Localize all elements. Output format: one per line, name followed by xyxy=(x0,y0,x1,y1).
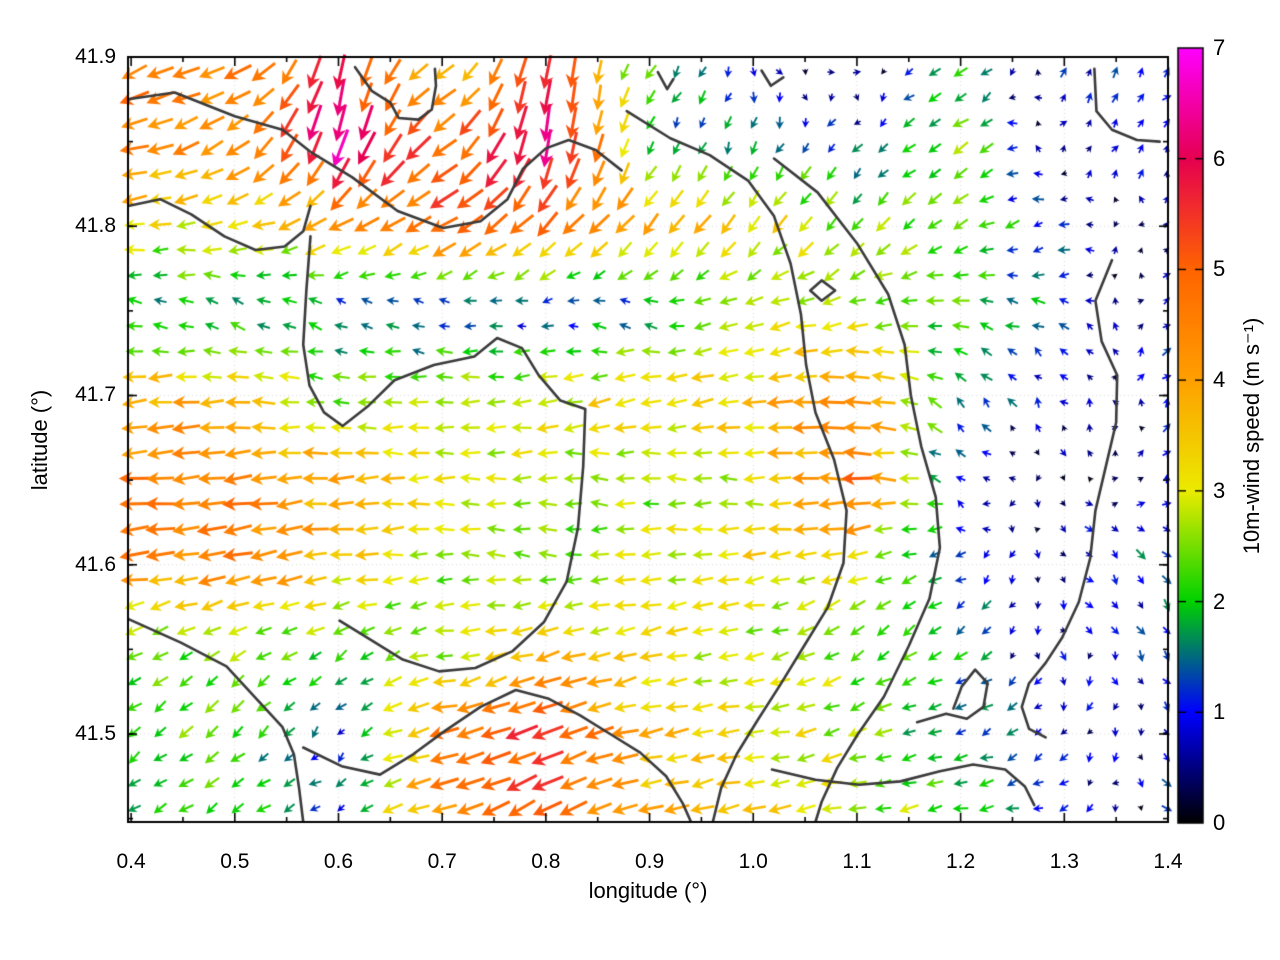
colorbar-tick-label: 2 xyxy=(1213,588,1226,614)
y-tick-label: 41.8 xyxy=(75,214,116,238)
x-tick-label: 1.0 xyxy=(738,850,768,873)
x-axis-label: longitude (°) xyxy=(588,878,708,903)
colorbar-tick-label: 1 xyxy=(1213,699,1226,725)
x-tick-label: 0.8 xyxy=(531,850,561,873)
x-tick-label: 1.4 xyxy=(1153,850,1183,873)
x-tick-label: 1.3 xyxy=(1049,850,1079,873)
y-tick-label: 41.5 xyxy=(75,721,116,745)
colorbar-tick-label: 0 xyxy=(1213,810,1226,835)
colorbar-label: 10m-wind speed (m s⁻¹) xyxy=(1239,317,1264,555)
colorbar-tick-label: 6 xyxy=(1213,145,1226,171)
x-tick-label: 0.5 xyxy=(220,850,250,873)
x-tick-label: 0.7 xyxy=(427,850,457,873)
x-tick-label: 0.4 xyxy=(116,850,146,873)
y-axis-label: latitude (°) xyxy=(27,389,52,491)
x-tick-label: 0.6 xyxy=(323,850,354,873)
colorbar-tick-label: 7 xyxy=(1213,35,1226,60)
x-tick-label: 1.1 xyxy=(842,850,872,873)
colorbar-tick-label: 5 xyxy=(1213,256,1226,282)
y-tick-label: 41.9 xyxy=(75,45,116,68)
x-tick-label: 1.2 xyxy=(946,850,976,873)
colorbar-tick-label: 4 xyxy=(1213,367,1226,393)
x-tick-label: 0.9 xyxy=(634,850,665,873)
y-tick-label: 41.7 xyxy=(75,383,116,407)
colorbar-tick-label: 3 xyxy=(1213,477,1226,503)
y-tick-label: 41.6 xyxy=(75,552,116,576)
